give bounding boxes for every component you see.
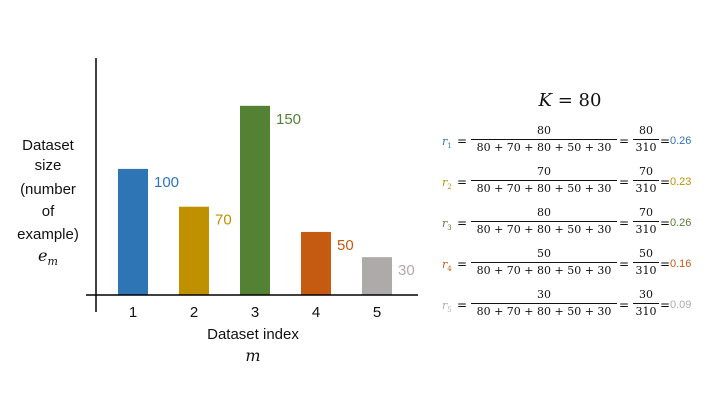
y-axis-label-line-2: size [34, 157, 62, 174]
fraction-expanded: 50 80 + 70 + 80 + 50 + 30 [471, 247, 617, 278]
ratio-row-3: r3 = 80 80 + 70 + 80 + 50 + 30 = 70 310 = 0.26 [438, 206, 720, 246]
ratio-row-1: r1 = 80 80 + 70 + 80 + 50 + 30 = 80 310 = 0.26 [438, 124, 720, 164]
ratio-label: r3 [442, 217, 452, 233]
x-tick-label-3: 3 [251, 304, 259, 321]
value-label-1: 100 [154, 174, 179, 191]
y-axis-label-line-5: example) [17, 226, 79, 243]
value-label-4: 50 [337, 237, 354, 254]
equals-sign: = [660, 216, 671, 230]
ratio-row-2: r2 = 70 80 + 70 + 80 + 50 + 30 = 70 310 = 0.23 [438, 165, 720, 205]
denominator: 80 + 70 + 80 + 50 + 30 [476, 182, 612, 195]
ratio-label: r1 [442, 135, 452, 151]
equals-sign: = [660, 298, 671, 312]
x-tick-label-5: 5 [373, 304, 381, 321]
equals-sign: = [660, 257, 671, 271]
denominator: 80 + 70 + 80 + 50 + 30 [476, 305, 612, 318]
numerator: 70 [633, 206, 659, 222]
equals-sign: = [619, 216, 630, 230]
y-axis-label-line-4: of [41, 203, 55, 220]
x-axis-symbol: m [245, 346, 261, 365]
numerator: 70 [633, 165, 659, 181]
equals-sign: = [660, 175, 671, 189]
fraction-sum: 70 310 [633, 165, 659, 196]
x-tick-label-4: 4 [312, 304, 320, 321]
ratio-row-5: r5 = 30 80 + 70 + 80 + 50 + 30 = 30 310 = 0.09 [438, 288, 720, 328]
y-axis-label-line-3: (number [20, 181, 76, 198]
denominator: 310 [635, 264, 657, 277]
ratio-row-4: r4 = 50 80 + 70 + 80 + 50 + 30 = 50 310 = 0.16 [438, 247, 720, 287]
numerator: 50 [633, 247, 659, 263]
fraction-sum: 50 310 [633, 247, 659, 278]
numerator: 80 [471, 124, 617, 140]
numerator: 30 [471, 288, 617, 304]
bar-2 [179, 206, 209, 295]
equals-sign: = [457, 298, 468, 312]
denominator: 310 [635, 182, 657, 195]
ratio-result: 0.16 [670, 258, 692, 270]
numerator: 50 [471, 247, 617, 263]
ratio-label: r5 [442, 299, 452, 315]
equals-sign: = [619, 257, 630, 271]
bar-1 [118, 168, 148, 295]
equals-sign: = [457, 216, 468, 230]
ratio-result: 0.09 [670, 299, 692, 311]
equals-sign: = [457, 175, 468, 189]
equals-sign: = [619, 175, 630, 189]
ratio-result: 0.26 [670, 135, 692, 147]
denominator: 80 + 70 + 80 + 50 + 30 [476, 223, 612, 236]
fraction-expanded: 30 80 + 70 + 80 + 50 + 30 [471, 288, 617, 319]
numerator: 70 [471, 165, 617, 181]
fraction-sum: 30 310 [633, 288, 659, 319]
equals-sign: = [457, 257, 468, 271]
equals-sign: = [660, 134, 671, 148]
ratio-label: r4 [442, 258, 452, 274]
numerator: 80 [471, 206, 617, 222]
equals-sign: = [457, 134, 468, 148]
equals-sign: = [619, 298, 630, 312]
value-label-3: 150 [276, 111, 301, 128]
ratio-result: 0.26 [670, 217, 692, 229]
y-axis-symbol: em [0, 246, 96, 272]
denominator: 80 + 70 + 80 + 50 + 30 [476, 141, 612, 154]
fraction-expanded: 80 80 + 70 + 80 + 50 + 30 [471, 206, 617, 237]
ratio-label: r2 [442, 176, 452, 192]
bar-4 [301, 231, 331, 295]
x-tick-label-1: 1 [129, 304, 137, 321]
fraction-sum: 70 310 [633, 206, 659, 237]
equals-sign: = [619, 134, 630, 148]
denominator: 310 [635, 141, 657, 154]
value-label-2: 70 [215, 212, 232, 229]
y-axis-label-line-1: Dataset [22, 137, 74, 154]
x-axis-label: Dataset index [207, 326, 299, 343]
numerator: 80 [633, 124, 659, 140]
value-label-5: 30 [398, 262, 415, 279]
bar-5 [362, 257, 392, 295]
fraction-sum: 80 310 [633, 124, 659, 155]
denominator: 80 + 70 + 80 + 50 + 30 [476, 264, 612, 277]
denominator: 310 [635, 305, 657, 318]
denominator: 310 [635, 223, 657, 236]
k-title: K = 80 [538, 90, 602, 111]
ratio-result: 0.23 [670, 176, 692, 188]
y-axis-symbol-text: em [38, 246, 58, 269]
bar-3 [240, 105, 270, 295]
x-tick-label-2: 2 [190, 304, 198, 321]
numerator: 30 [633, 288, 659, 304]
fraction-expanded: 80 80 + 70 + 80 + 50 + 30 [471, 124, 617, 155]
fraction-expanded: 70 80 + 70 + 80 + 50 + 30 [471, 165, 617, 196]
